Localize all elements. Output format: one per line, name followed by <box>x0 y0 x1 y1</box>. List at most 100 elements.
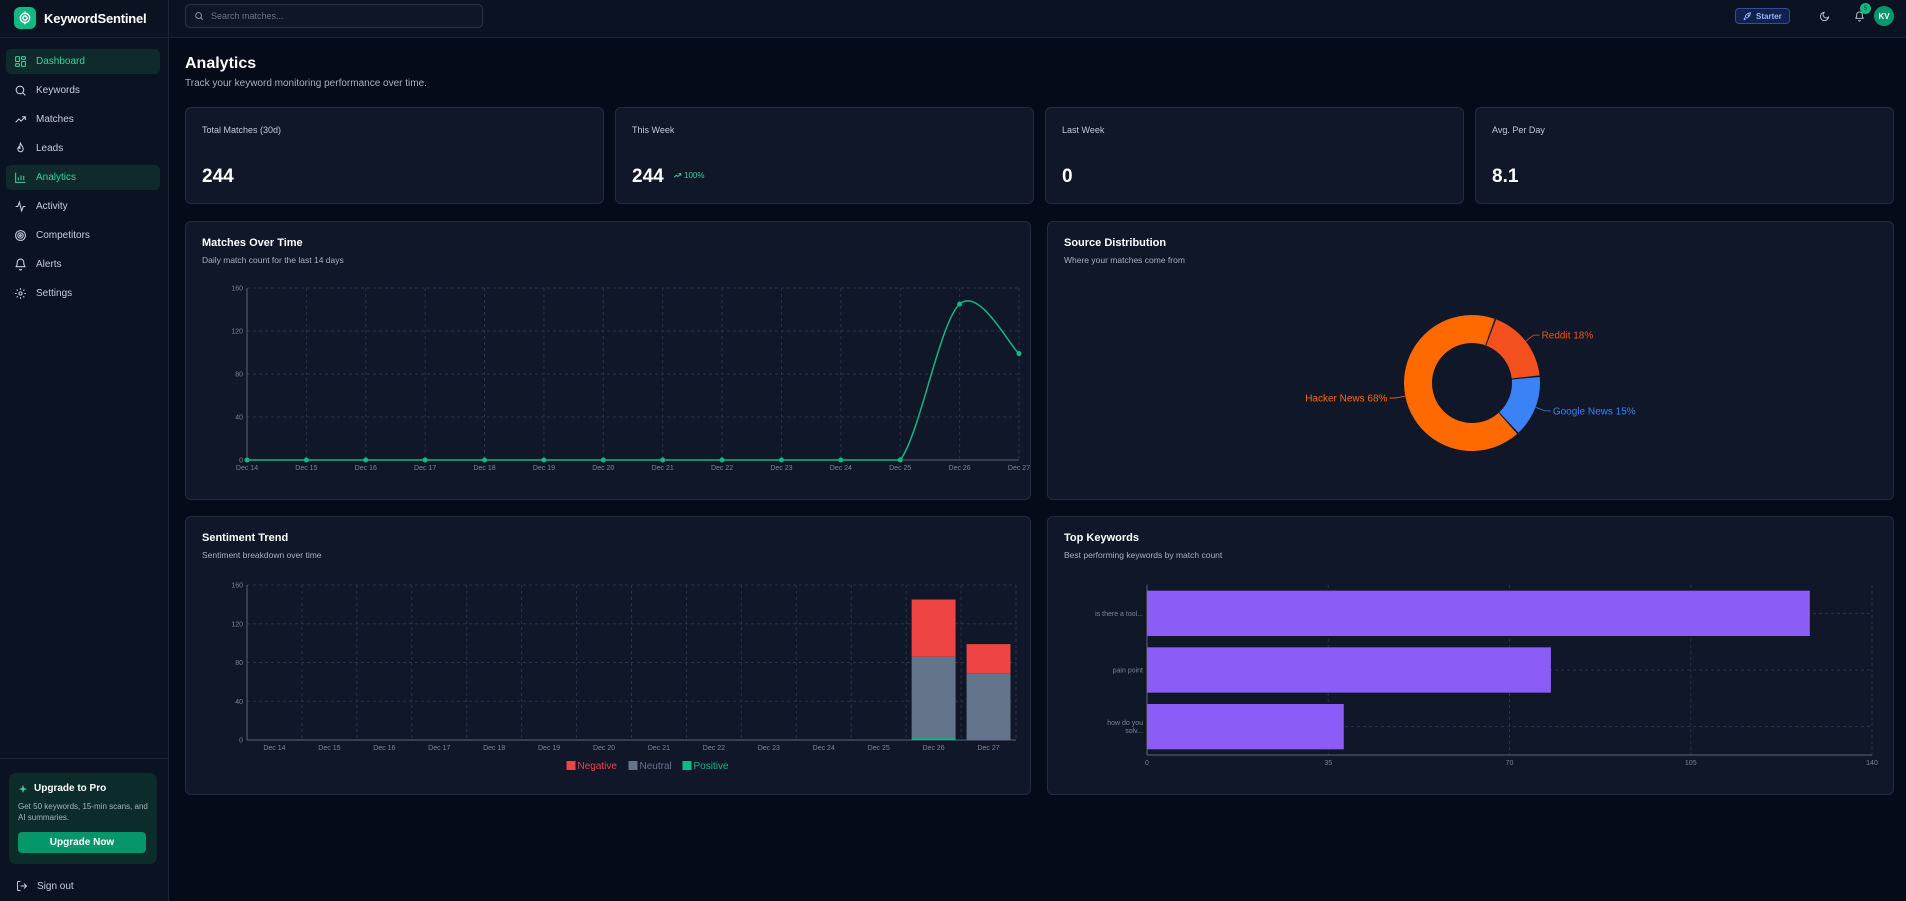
bell-icon <box>1854 11 1864 22</box>
brand[interactable]: KeywordSentinel <box>14 5 147 31</box>
matches-over-time-card: Matches Over Time Daily match count for … <box>185 221 1031 500</box>
legend-label: Negative <box>578 761 618 772</box>
sidebar-item-activity[interactable]: Activity <box>6 194 160 219</box>
upgrade-title-text: Upgrade to Pro <box>34 783 107 794</box>
brand-logo-icon <box>14 7 36 29</box>
sidebar-divider <box>0 758 169 759</box>
y-tick-label: 0 <box>239 458 243 465</box>
source-distribution-card: Source Distribution Where your matches c… <box>1047 221 1894 500</box>
x-tick-label: Dec 26 <box>923 745 945 752</box>
x-tick-label: Dec 17 <box>414 465 436 472</box>
x-tick-label: 35 <box>1324 760 1332 767</box>
y-tick-label: 0 <box>239 738 243 745</box>
stat-value: 0 <box>1062 166 1073 187</box>
x-tick-label: 70 <box>1506 760 1514 767</box>
y-tick-label: is there a tool... <box>1095 611 1143 618</box>
upgrade-card: Upgrade to Pro Get 50 keywords, 15-min s… <box>9 773 157 864</box>
data-point <box>541 457 547 463</box>
sparkle-icon <box>18 784 28 793</box>
search-box[interactable] <box>185 4 483 28</box>
x-tick-label: Dec 25 <box>868 745 890 752</box>
sidebar: KeywordSentinel Dashboard Keywords Match… <box>0 0 169 901</box>
sidebar-item-alerts[interactable]: Alerts <box>6 252 160 277</box>
y-tick-label: how do you <box>1107 720 1143 727</box>
x-tick-label: Dec 21 <box>652 465 674 472</box>
x-tick-label: Dec 25 <box>889 465 911 472</box>
flame-icon <box>17 142 24 153</box>
theme-toggle-button[interactable] <box>1816 8 1832 24</box>
upgrade-now-button[interactable]: Upgrade Now <box>18 832 146 853</box>
stat-label: Last Week <box>1062 125 1105 135</box>
y-tick-label: pain point <box>1113 668 1143 675</box>
x-tick-label: Dec 27 <box>1008 465 1030 472</box>
pie-label-leader <box>1525 334 1540 342</box>
card-title: Source Distribution <box>1064 237 1167 249</box>
y-tick-label: 120 <box>231 329 243 336</box>
y-tick-label: 80 <box>235 660 243 667</box>
keyword-bar <box>1147 590 1810 636</box>
stat-change: 100% <box>673 171 704 180</box>
search-input[interactable] <box>211 11 471 21</box>
bell-icon <box>15 258 26 271</box>
pie-label: Reddit 18% <box>1542 331 1594 342</box>
y-tick-label: 160 <box>231 286 243 293</box>
sidebar-item-keywords[interactable]: Keywords <box>6 78 160 103</box>
sidebar-item-leads[interactable]: Leads <box>6 136 160 161</box>
card-subtitle: Best performing keywords by match count <box>1064 550 1223 560</box>
sidebar-item-label: Matches <box>36 114 74 125</box>
moon-icon <box>1819 11 1829 21</box>
x-tick-label: Dec 20 <box>592 465 614 472</box>
stat-value: 8.1 <box>1492 166 1519 187</box>
matches-line-chart: 0 40 80 120 160 Dec 14 Dec 15 Dec 16 Dec 17 Dec 1… <box>231 286 1030 473</box>
gear-icon <box>15 288 26 299</box>
x-tick-label: Dec 20 <box>593 745 615 752</box>
legend-label: Positive <box>694 761 729 772</box>
sidebar-item-analytics[interactable]: Analytics <box>6 165 160 190</box>
data-point <box>660 457 666 463</box>
x-tick-label: 105 <box>1685 760 1697 767</box>
search-icon <box>195 12 204 21</box>
notifications-button[interactable]: 5 <box>1851 3 1871 24</box>
user-avatar[interactable]: KV <box>1874 6 1894 26</box>
y-tick-label: solv... <box>1125 728 1143 735</box>
pie-slice <box>1499 376 1540 433</box>
source-donut-chart: Reddit 18% Google News 15% Hacker News 68% <box>1305 315 1636 451</box>
x-tick-label: Dec 19 <box>538 745 560 752</box>
data-point <box>838 457 844 463</box>
data-point <box>303 457 309 463</box>
card-subtitle: Sentiment breakdown over time <box>202 550 322 560</box>
bar-negative <box>966 644 1011 674</box>
card-title: Sentiment Trend <box>202 532 289 544</box>
sidebar-item-label: Keywords <box>36 85 80 96</box>
sidebar-item-matches[interactable]: Matches <box>6 107 160 132</box>
x-tick-label: Dec 16 <box>355 465 377 472</box>
data-point <box>482 457 488 463</box>
y-tick-label: 80 <box>235 372 243 379</box>
bar-negative <box>911 599 956 657</box>
sign-out-link[interactable]: Sign out <box>16 880 74 892</box>
x-tick-label: Dec 14 <box>236 465 258 472</box>
page-title: Analytics <box>185 55 257 72</box>
sidebar-item-label: Activity <box>36 201 68 212</box>
sign-out-label: Sign out <box>37 880 74 892</box>
stat-label: Avg. Per Day <box>1492 125 1545 135</box>
stat-value: 244 <box>632 166 664 187</box>
stat-card-avg-per-day: Avg. Per Day 8.1 <box>1475 107 1894 204</box>
x-tick-label: Dec 22 <box>711 465 733 472</box>
sidebar-item-dashboard[interactable]: Dashboard <box>6 49 160 74</box>
notification-count-badge: 5 <box>1860 3 1871 14</box>
sidebar-nav: Dashboard Keywords Matches Leads Analyti… <box>6 49 160 310</box>
data-point <box>363 457 369 463</box>
x-tick-label: Dec 26 <box>949 465 971 472</box>
stat-label: Total Matches (30d) <box>202 125 282 135</box>
plan-badge[interactable]: Starter <box>1735 8 1790 24</box>
sidebar-item-competitors[interactable]: Competitors <box>6 223 160 248</box>
stat-label: This Week <box>632 125 675 135</box>
pie-label: Hacker News 68% <box>1305 394 1387 405</box>
logout-icon <box>17 881 28 891</box>
x-tick-label: Dec 19 <box>533 465 555 472</box>
data-point <box>244 457 250 463</box>
pie-slice <box>1486 319 1540 379</box>
x-tick-label: Dec 15 <box>295 465 317 472</box>
sidebar-item-settings[interactable]: Settings <box>6 281 160 306</box>
